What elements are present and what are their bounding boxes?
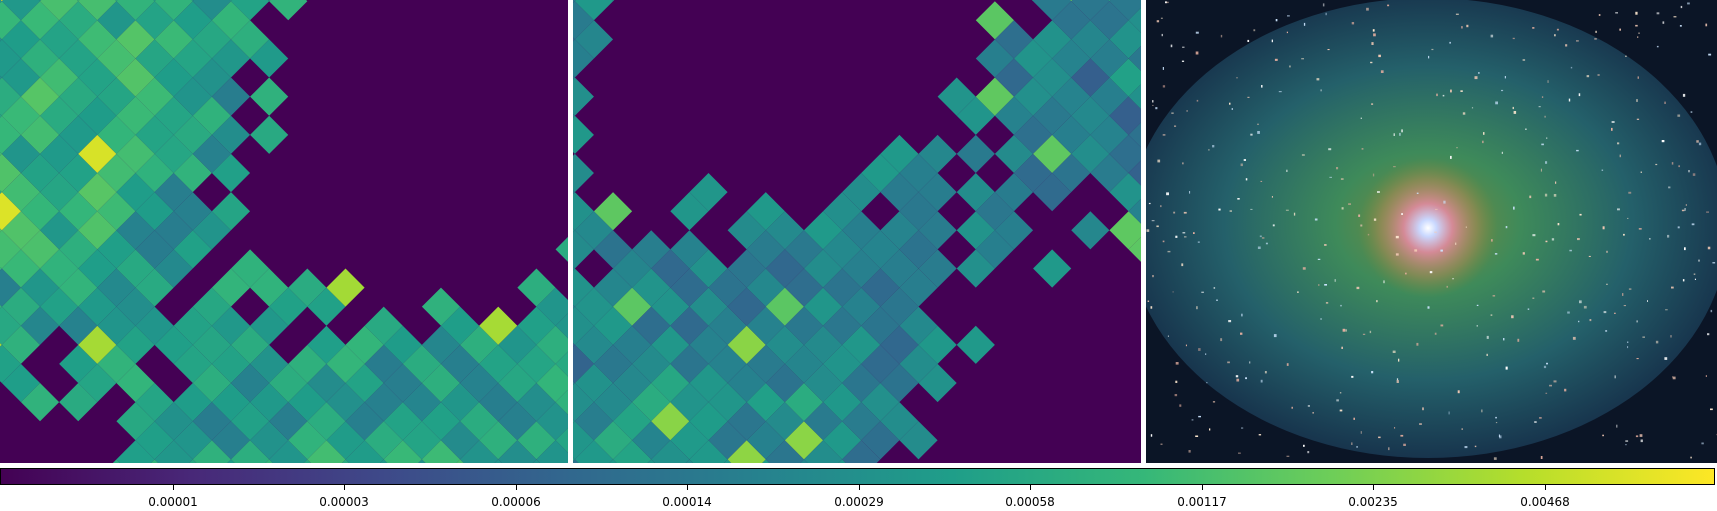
- colorbar-tick-label: 0.00006: [491, 495, 541, 509]
- colorbar-tick: [687, 485, 688, 490]
- pixel-map-left-image: [0, 0, 568, 463]
- galaxy-image: [1146, 0, 1717, 463]
- pixel-map-middle: [573, 0, 1141, 463]
- colorbar-tick-label: 0.00001: [148, 495, 198, 509]
- galaxy-image-panel: [1146, 0, 1717, 463]
- colorbar-tick-label: 0.00235: [1348, 495, 1398, 509]
- colorbar-tick-label: 0.00058: [1005, 495, 1055, 509]
- colorbar-tick-label: 0.00117: [1177, 495, 1227, 509]
- colorbar-tick-label: 0.00003: [319, 495, 369, 509]
- colorbar-tick-label: 0.00014: [662, 495, 712, 509]
- colorbar-tick: [173, 485, 174, 490]
- colorbar-tick: [1545, 485, 1546, 490]
- colorbar-tick: [1202, 485, 1203, 490]
- colorbar-tick-label: 0.00468: [1520, 495, 1570, 509]
- pixel-map-middle-image: [573, 0, 1141, 463]
- colorbar-tick: [1373, 485, 1374, 490]
- colorbar: [0, 468, 1715, 485]
- colorbar-tick: [1030, 485, 1031, 490]
- colorbar-tick-label: 0.00029: [834, 495, 884, 509]
- colorbar-tick: [859, 485, 860, 490]
- galaxy-core: [1358, 158, 1498, 298]
- colorbar-tick: [516, 485, 517, 490]
- colorbar-tick: [344, 485, 345, 490]
- pixel-map-left: [0, 0, 568, 463]
